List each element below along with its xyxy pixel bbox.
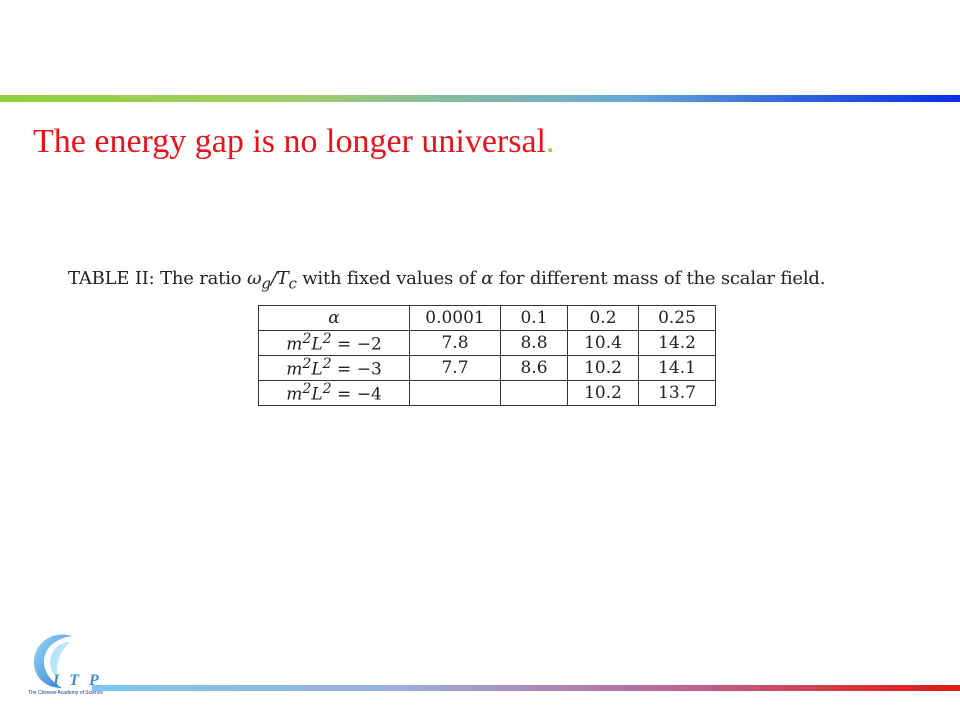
caption-tc-symbol: /T <box>270 268 289 289</box>
row-label-l: L <box>311 359 323 380</box>
caption-omega-sub: g <box>261 274 271 293</box>
table-cell: 14.2 <box>638 330 716 356</box>
row-label-exp: 2 <box>302 331 312 348</box>
table-row: m2L2 = −4 10.2 13.7 <box>258 380 716 406</box>
row-label: m2L2 = −4 <box>258 380 410 406</box>
header-cell: 0.2 <box>567 305 639 331</box>
row-label-value: = −3 <box>331 359 382 380</box>
itp-logo-subtitle: The Chinese Academy of Science <box>28 690 104 696</box>
caption-prefix: TABLE II: The ratio <box>68 268 247 289</box>
table-cell: 7.7 <box>409 355 501 381</box>
itp-logo-text: I T P <box>53 672 102 689</box>
row-label-exp: 2 <box>322 381 332 398</box>
slide-title-period: . <box>546 123 555 160</box>
row-label-m: m <box>286 384 303 405</box>
row-label-m: m <box>286 359 303 380</box>
table-cell: 10.2 <box>567 380 639 406</box>
itp-logo: I T P The Chinese Academy of Science <box>28 628 108 698</box>
table-cell <box>409 380 501 406</box>
row-label-exp: 2 <box>302 356 312 373</box>
slide-title: The energy gap is no longer universal. <box>33 118 555 166</box>
row-label-value: = −4 <box>331 384 382 405</box>
table-cell: 8.6 <box>500 355 568 381</box>
header-alpha: α <box>258 305 410 331</box>
row-label-exp: 2 <box>322 331 332 348</box>
top-decorative-bar <box>0 95 960 102</box>
row-label-m: m <box>286 334 303 355</box>
caption-tc-sub: c <box>288 274 297 293</box>
table-cell: 7.8 <box>409 330 501 356</box>
header-cell: 0.25 <box>638 305 716 331</box>
row-label-l: L <box>311 384 323 405</box>
itp-logo-swirl-icon <box>34 634 72 688</box>
table-caption: TABLE II: The ratio ωg/Tc with fixed val… <box>68 268 825 293</box>
row-label-value: = −2 <box>331 334 382 355</box>
header-cell: 0.1 <box>500 305 568 331</box>
caption-omega: ωg/Tc <box>246 268 297 293</box>
row-label-exp: 2 <box>322 356 332 373</box>
table-cell: 14.1 <box>638 355 716 381</box>
table-cell: 10.2 <box>567 355 639 381</box>
row-label-exp: 2 <box>302 381 312 398</box>
header-cell: 0.0001 <box>409 305 501 331</box>
caption-alpha: α <box>481 268 494 289</box>
table-cell: 10.4 <box>567 330 639 356</box>
ratio-table: α 0.0001 0.1 0.2 0.25 m2L2 = −2 7.8 8.8 … <box>258 305 716 406</box>
caption-omega-symbol: ω <box>246 268 262 289</box>
bottom-decorative-bar <box>92 685 960 691</box>
table-cell: 13.7 <box>638 380 716 406</box>
caption-suffix: for different mass of the scalar field. <box>493 268 826 289</box>
table-row: m2L2 = −2 7.8 8.8 10.4 14.2 <box>258 330 716 356</box>
table-header-row: α 0.0001 0.1 0.2 0.25 <box>258 305 716 331</box>
table-row: m2L2 = −3 7.7 8.6 10.2 14.1 <box>258 355 716 381</box>
row-label: m2L2 = −3 <box>258 355 410 381</box>
table-cell: 8.8 <box>500 330 568 356</box>
slide-title-text: The energy gap is no longer universal <box>33 123 547 160</box>
row-label: m2L2 = −2 <box>258 330 410 356</box>
table-cell <box>500 380 568 406</box>
caption-middle: with fixed values of <box>296 268 482 289</box>
row-label-l: L <box>311 334 323 355</box>
